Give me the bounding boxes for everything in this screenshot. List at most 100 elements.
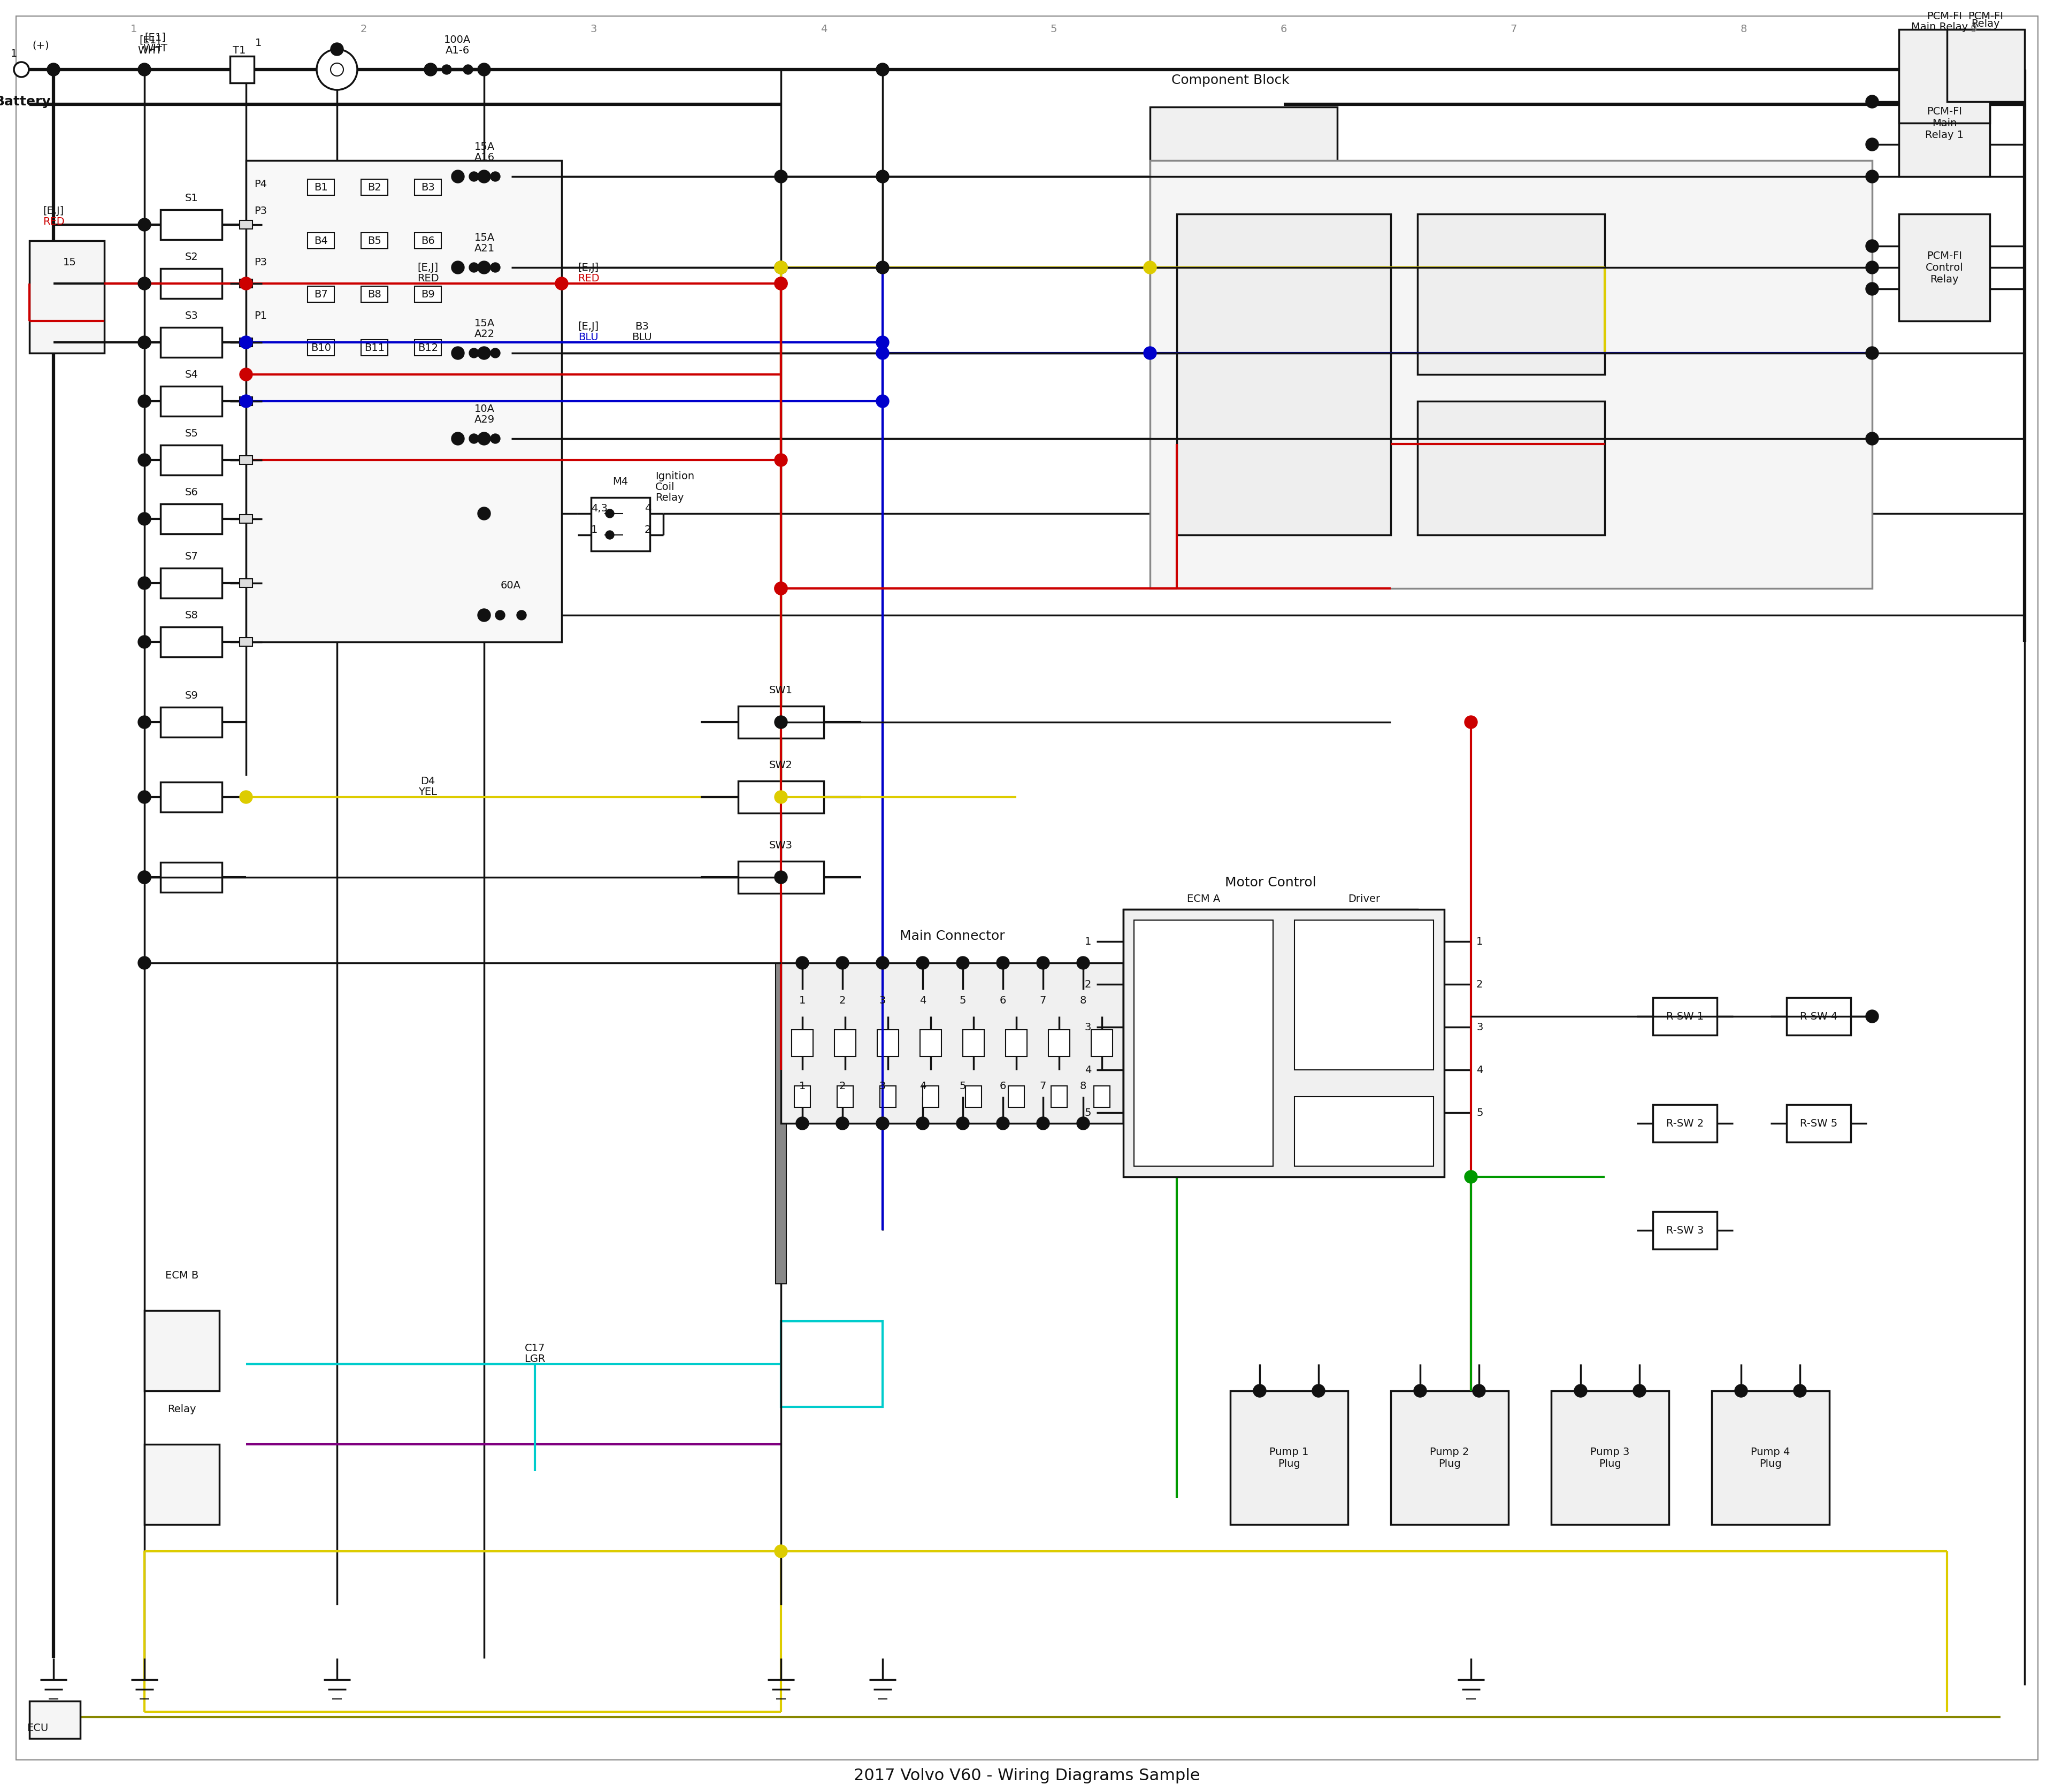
Text: RED: RED — [577, 272, 600, 283]
Text: S1: S1 — [185, 194, 197, 202]
Text: 6: 6 — [1000, 995, 1006, 1005]
Bar — [160, 328, 222, 357]
Text: Battery: Battery — [0, 95, 51, 108]
Bar — [1653, 1104, 1717, 1142]
Circle shape — [1736, 1385, 1748, 1398]
Bar — [592, 498, 649, 550]
Bar — [1009, 1086, 1025, 1107]
Bar — [1091, 1030, 1113, 1057]
Text: PCM-FI
Control
Relay: PCM-FI Control Relay — [1925, 251, 1964, 285]
Circle shape — [877, 394, 889, 407]
Circle shape — [468, 263, 479, 272]
Bar — [877, 1030, 900, 1057]
Bar — [29, 1701, 80, 1738]
Circle shape — [452, 262, 464, 274]
Circle shape — [240, 335, 253, 349]
Text: 4: 4 — [645, 504, 651, 513]
Circle shape — [468, 434, 479, 443]
Text: 2: 2 — [840, 1081, 846, 1091]
Bar — [1711, 1391, 1830, 1525]
Text: 4: 4 — [820, 25, 828, 34]
Bar — [834, 1030, 857, 1057]
Bar — [362, 233, 388, 249]
Circle shape — [797, 1116, 809, 1129]
Circle shape — [138, 453, 150, 466]
Text: R-SW 1: R-SW 1 — [1666, 1011, 1703, 1021]
Text: R-SW 5: R-SW 5 — [1799, 1118, 1838, 1129]
Text: 3: 3 — [1477, 1021, 1483, 1032]
Bar — [160, 708, 222, 737]
Circle shape — [1465, 715, 1477, 729]
Bar — [160, 568, 222, 599]
Circle shape — [138, 335, 150, 349]
Circle shape — [491, 348, 499, 358]
Bar — [160, 627, 222, 658]
Text: 1: 1 — [255, 38, 261, 48]
Bar — [1048, 1030, 1070, 1057]
Bar — [922, 1086, 939, 1107]
Bar — [246, 161, 561, 642]
Text: [E,J]: [E,J] — [577, 262, 600, 272]
Circle shape — [555, 278, 569, 290]
Text: YEL: YEL — [419, 787, 438, 797]
Text: 1: 1 — [1085, 937, 1091, 946]
Text: 5: 5 — [959, 1081, 965, 1091]
Text: A16: A16 — [474, 152, 495, 163]
Bar — [879, 1086, 896, 1107]
Text: 7: 7 — [1039, 1081, 1045, 1091]
Circle shape — [877, 335, 889, 349]
Circle shape — [138, 394, 150, 407]
Circle shape — [452, 346, 464, 360]
Bar — [160, 210, 222, 240]
Bar — [965, 1086, 982, 1107]
Bar — [1150, 161, 1871, 588]
Text: (+): (+) — [33, 41, 49, 50]
Text: 3: 3 — [879, 995, 885, 1005]
Text: LGR: LGR — [524, 1353, 546, 1364]
Bar — [1947, 29, 2025, 102]
Bar — [240, 579, 253, 588]
Circle shape — [877, 1116, 889, 1129]
Text: B3: B3 — [635, 321, 649, 332]
Text: Pump 3
Plug: Pump 3 Plug — [1590, 1446, 1629, 1469]
Text: ECU: ECU — [27, 1722, 47, 1733]
Circle shape — [774, 453, 787, 466]
Bar — [144, 1444, 220, 1525]
Bar — [1006, 1030, 1027, 1057]
Circle shape — [996, 957, 1009, 969]
Text: 10A: 10A — [474, 405, 495, 414]
Circle shape — [1473, 1385, 1485, 1398]
Circle shape — [774, 1545, 787, 1557]
Text: SW2: SW2 — [768, 760, 793, 771]
Text: P1: P1 — [255, 310, 267, 321]
Circle shape — [138, 871, 150, 883]
Text: 3: 3 — [589, 25, 598, 34]
Circle shape — [14, 63, 29, 77]
Circle shape — [606, 509, 614, 518]
Text: WHT: WHT — [144, 43, 166, 54]
Text: P3: P3 — [255, 256, 267, 267]
Text: T1: T1 — [232, 47, 246, 56]
Text: A1-6: A1-6 — [446, 47, 470, 56]
Circle shape — [138, 636, 150, 649]
Text: B2: B2 — [368, 183, 382, 192]
Circle shape — [138, 63, 150, 75]
Text: 2: 2 — [359, 25, 368, 34]
Text: A29: A29 — [474, 414, 495, 425]
Circle shape — [442, 65, 452, 73]
Circle shape — [774, 278, 787, 290]
Bar — [1095, 1086, 1109, 1107]
Circle shape — [1865, 240, 1879, 253]
Text: B12: B12 — [417, 342, 438, 353]
Circle shape — [518, 611, 526, 620]
Circle shape — [774, 262, 787, 274]
Bar — [362, 340, 388, 357]
Circle shape — [468, 172, 479, 181]
Circle shape — [1865, 346, 1879, 360]
Text: SW3: SW3 — [768, 840, 793, 849]
Circle shape — [1076, 957, 1089, 969]
Text: 5: 5 — [1050, 25, 1058, 34]
Bar — [240, 280, 253, 289]
Bar — [160, 269, 222, 299]
Bar — [230, 56, 255, 82]
